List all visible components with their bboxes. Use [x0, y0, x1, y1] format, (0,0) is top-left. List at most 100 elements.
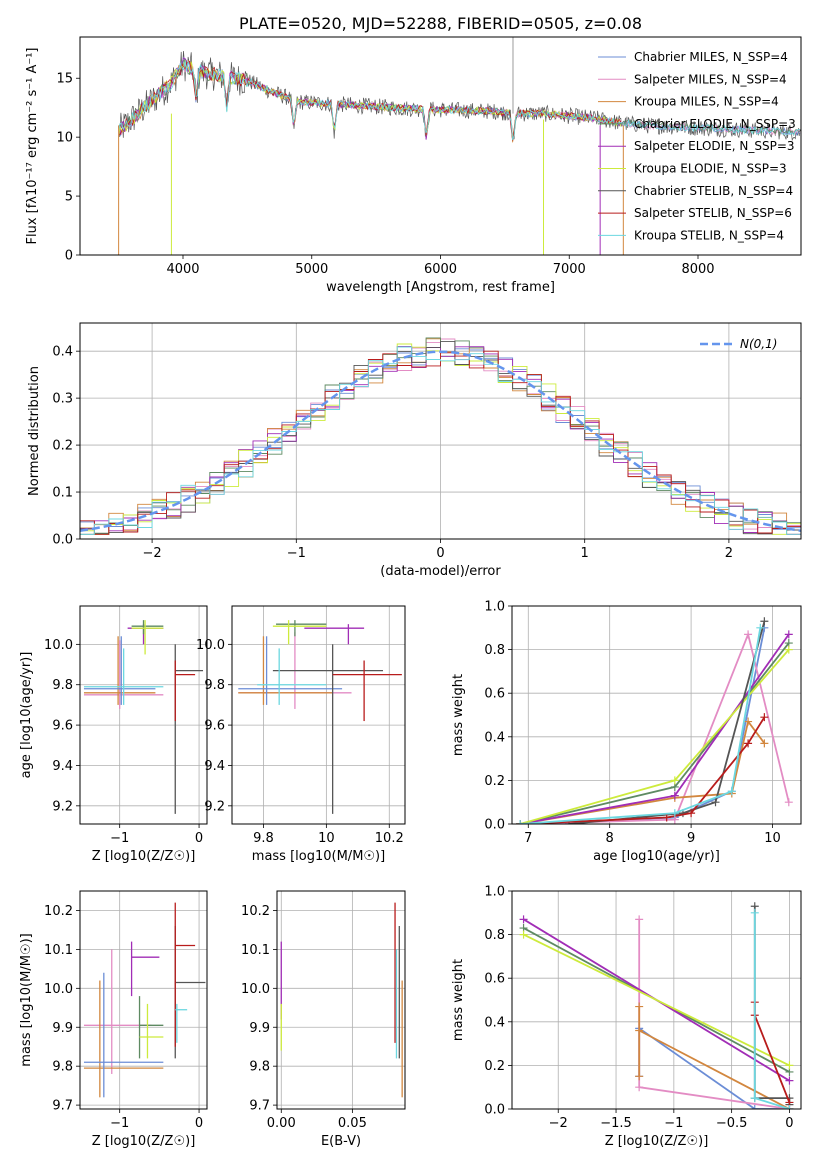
- data-point-marker: [727, 787, 736, 796]
- y-tick-label: 9.4: [52, 759, 73, 774]
- legend-label: N(0,1): [740, 337, 777, 351]
- y-axis-label: mass weight: [451, 959, 466, 1041]
- data-point-marker: [635, 915, 644, 924]
- axes-frame: [79, 36, 802, 256]
- axes-frame: [79, 322, 802, 540]
- data-point-marker: [670, 809, 679, 818]
- y-tick-label: 0.8: [484, 928, 505, 943]
- legend-label: Kroupa MILES, N_SSP=4: [634, 95, 779, 109]
- data-point-marker: [760, 713, 769, 722]
- data-point-marker: [635, 1072, 644, 1081]
- x-tick-label: 10.2: [375, 831, 404, 846]
- plot-content: [83, 902, 206, 1098]
- data-point-marker: [519, 930, 528, 939]
- y-tick-label: 5: [65, 190, 73, 205]
- data-point-marker: [750, 908, 759, 917]
- y-tick-label: 0.2: [484, 774, 505, 789]
- x-tick-label: 0.05: [338, 1116, 367, 1131]
- y-tick-label: 10.2: [44, 904, 73, 919]
- plot-area: [232, 606, 405, 824]
- y-tick-label: 9.8: [204, 678, 225, 693]
- y-tick-label: 9.6: [52, 719, 73, 734]
- y-tick-label: 0.2: [484, 1059, 505, 1074]
- panel-7: 0.00 0.05 9.7 9.8 9.9 10.0 10.1 10.2 E(B-V): [241, 890, 406, 1149]
- legend-label: Salpeter STELIB, N_SSP=6: [634, 206, 792, 220]
- legend-label: Chabrier MILES, N_SSP=4: [634, 50, 788, 64]
- data-point-marker: [744, 630, 753, 639]
- y-tick-label: 0.0: [484, 1103, 505, 1118]
- plot-content: [280, 902, 403, 1098]
- x-axis-label: Z [log10(Z/Z☉)]: [92, 849, 196, 864]
- x-tick-label: −1: [664, 1116, 683, 1131]
- y-tick-label: 0.3: [52, 392, 73, 407]
- y-tick-label: 1.0: [484, 600, 505, 615]
- data-point-marker: [744, 739, 753, 748]
- x-tick-label: −1: [110, 1116, 129, 1131]
- axes-frame: [276, 890, 406, 1110]
- x-tick-label: −2: [549, 1116, 568, 1131]
- data-point-marker: [784, 645, 793, 654]
- y-tick-label: 0.0: [484, 818, 505, 833]
- axes-frame: [511, 890, 802, 1110]
- panel-1: 4000 5000 6000 7000 8000 0 5 10 15 wavelength [An…: [25, 36, 802, 295]
- y-tick-label: 9.9: [249, 1021, 270, 1036]
- plot-content: [83, 620, 204, 814]
- data-point-marker: [760, 617, 769, 626]
- y-axis-label: Flux [fλ10⁻¹⁷ erg cm⁻² s⁻¹ A⁻¹]: [25, 48, 40, 245]
- panel-2: −2 −1 0 1 2 0.0 0.1 0.2 0.3 0.4 (data-model)/error…: [27, 322, 802, 579]
- data-point-marker: [784, 798, 793, 807]
- y-axis-label: mass weight: [451, 674, 466, 756]
- x-tick-label: 5000: [295, 262, 328, 277]
- y-axis-label: age [log10(age/yr)]: [19, 652, 34, 779]
- x-tick-label: 0.00: [267, 1116, 296, 1131]
- y-tick-label: 10.0: [241, 982, 270, 997]
- x-tick-label: 8: [606, 831, 614, 846]
- legend-label: Kroupa STELIB, N_SSP=4: [634, 228, 784, 242]
- y-tick-label: 10: [56, 131, 73, 146]
- mass-weight-line: [523, 933, 790, 1067]
- x-axis-label: Z [log10(Z/Z☉)]: [605, 1134, 709, 1149]
- x-tick-label: 0: [195, 831, 203, 846]
- y-tick-label: 9.2: [52, 799, 73, 814]
- y-tick-label: 10.2: [241, 904, 270, 919]
- data-point-marker: [750, 1094, 759, 1103]
- plot-content: [516, 617, 793, 824]
- chart-title: PLATE=0520, MJD=52288, FIBERID=0505, z=0…: [239, 14, 642, 33]
- x-tick-label: −2: [143, 546, 162, 561]
- panel-6: −1 0 9.7 9.8 9.9 10.0 10.1 10.2 Z [log10(Z/Z☉)] m…: [19, 890, 208, 1149]
- y-tick-label: 0.4: [484, 730, 505, 745]
- x-tick-label: −1: [110, 831, 129, 846]
- data-point-marker: [760, 739, 769, 748]
- axes-frame: [511, 605, 802, 825]
- y-tick-label: 9.7: [52, 1099, 73, 1114]
- legend-label: Salpeter ELODIE, N_SSP=3: [634, 139, 795, 153]
- data-point-marker: [750, 1105, 759, 1109]
- spectrum-line: [118, 57, 622, 140]
- y-tick-label: 9.8: [249, 1060, 270, 1075]
- normal-curve: [80, 350, 801, 533]
- x-tick-label: −0.5: [716, 1116, 748, 1131]
- y-tick-label: 10.0: [44, 982, 73, 997]
- x-tick-label: 0: [785, 1116, 793, 1131]
- plot-area: [277, 891, 405, 1109]
- x-tick-label: 7: [524, 831, 532, 846]
- x-axis-label: wavelength [Angstrom, rest frame]: [326, 280, 555, 295]
- x-tick-label: 9: [687, 831, 695, 846]
- data-point-marker: [670, 776, 679, 785]
- y-tick-label: 0.4: [484, 1015, 505, 1030]
- y-tick-label: 10.1: [44, 943, 73, 958]
- y-tick-label: 9.2: [204, 799, 225, 814]
- panel-8: −2 −1.5 −1 −0.5 0 0.0 0.2 0.4 0.6 0.8 1.0 Z [log10(…: [451, 885, 802, 1149]
- x-tick-label: 10: [318, 831, 335, 846]
- data-point-marker: [670, 791, 679, 800]
- axes-frame: [79, 890, 208, 1110]
- y-tick-label: 0.8: [484, 643, 505, 658]
- y-tick-label: 10.0: [196, 638, 225, 653]
- y-tick-label: 1.0: [484, 885, 505, 900]
- plot-content: [80, 337, 801, 535]
- data-point-marker: [785, 1061, 794, 1070]
- plot-content: [519, 902, 794, 1109]
- axes-frame: [231, 605, 406, 825]
- y-tick-label: 0.1: [52, 486, 73, 501]
